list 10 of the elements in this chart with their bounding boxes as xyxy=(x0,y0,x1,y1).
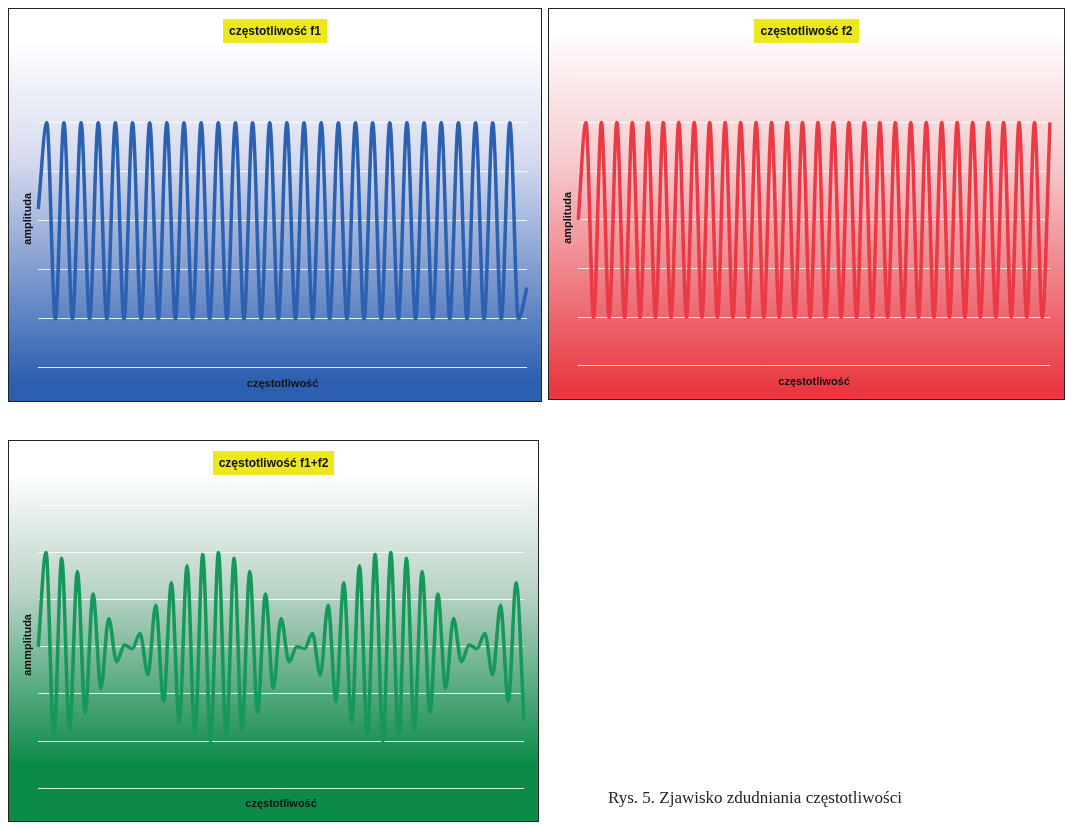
chart-title: częstotliwość f1 xyxy=(222,19,328,43)
y-axis-title: amplituda xyxy=(560,191,573,244)
x-axis-title: częstotliwość xyxy=(245,797,317,810)
y-axis-title: amplituda xyxy=(20,192,33,245)
chart-title: częstotliwość f2 xyxy=(754,19,859,43)
x-axis-title: częstotliwość xyxy=(246,377,319,390)
text: Rys. 5. Zjawisko zdudniania częstotliwości xyxy=(608,788,902,808)
y-axis-title: ammplituda xyxy=(20,613,33,676)
chart-title: częstotliwość f1+f2 xyxy=(212,451,335,475)
x-axis-title: częstotliwość xyxy=(778,375,850,388)
